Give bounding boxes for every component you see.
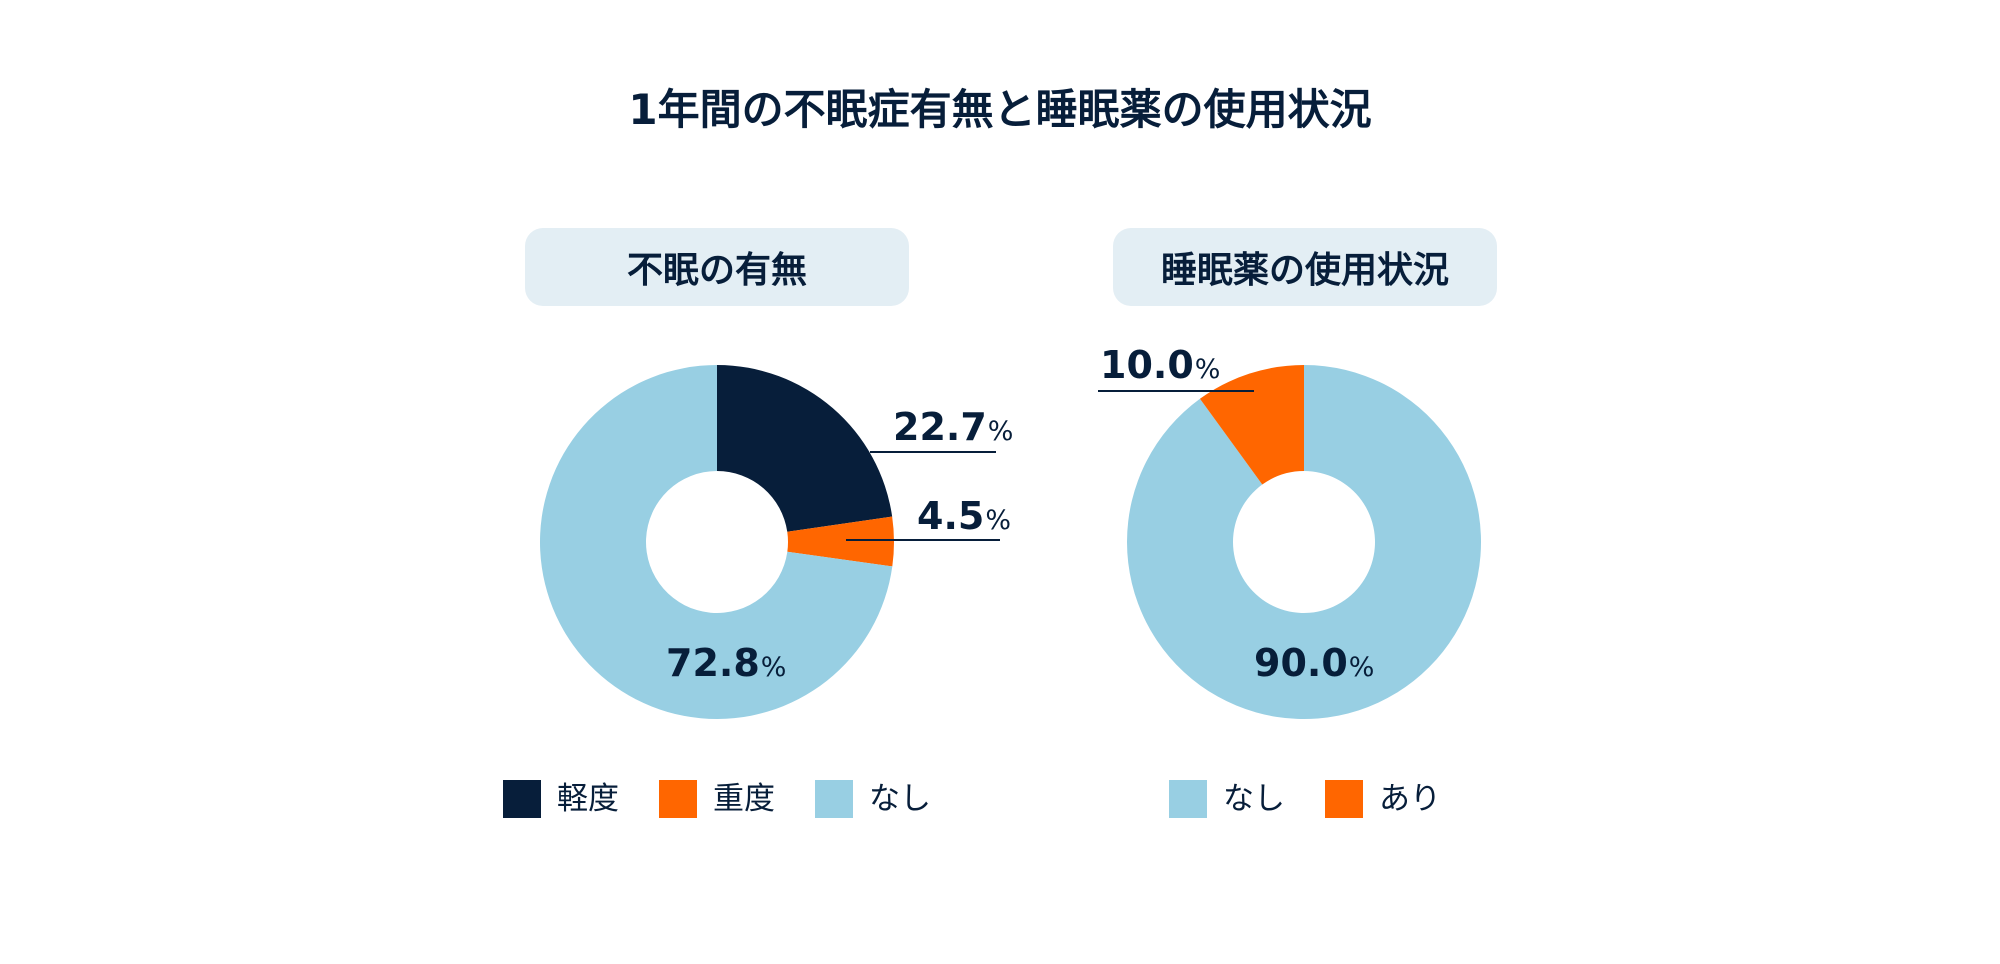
legend-sleeping-pills: なし あり <box>1169 780 1481 818</box>
swatch-lightblue-icon <box>1169 780 1207 818</box>
label-mild-pct: 22.7% <box>893 405 1014 449</box>
label-none-pct: 72.8% <box>666 641 787 685</box>
donut-insomnia <box>540 365 894 720</box>
leader-line-mild <box>870 451 996 453</box>
legend-item-mild: 軽度 <box>503 780 619 818</box>
swatch-orange-icon <box>659 780 697 818</box>
swatch-lightblue-icon <box>815 780 853 818</box>
swatch-navy-icon <box>503 780 541 818</box>
panel-header-insomnia: 不眠の有無 <box>525 228 909 306</box>
label-yes-pct: 10.0% <box>1100 343 1221 387</box>
donut-slice-1 <box>1199 365 1304 485</box>
donut-slice-0 <box>717 365 893 532</box>
chart-title: 1年間の不眠症有無と睡眠薬の使用状況 <box>628 85 1372 134</box>
legend-label: なし <box>1223 781 1285 817</box>
leader-line-severe <box>846 539 1000 541</box>
legend-item-no: なし <box>1169 780 1285 818</box>
donut-slice-2 <box>540 365 893 720</box>
donut-slice-1 <box>787 516 894 567</box>
legend-label: 重度 <box>713 781 775 817</box>
donut-slice-0 <box>1127 365 1482 719</box>
label-no-pct: 90.0% <box>1254 641 1375 685</box>
legend-item-none: なし <box>815 780 931 818</box>
legend-item-severe: 重度 <box>659 780 775 818</box>
legend-item-yes: あり <box>1325 780 1441 818</box>
panel-header-sleeping-pills: 睡眠薬の使用状況 <box>1113 228 1497 306</box>
swatch-orange-icon <box>1325 780 1363 818</box>
legend-label: あり <box>1379 781 1441 817</box>
label-severe-pct: 4.5% <box>917 494 1011 538</box>
legend-label: 軽度 <box>557 781 619 817</box>
leader-line-yes <box>1098 390 1254 392</box>
donut-sleeping-pills <box>1127 365 1482 719</box>
legend-label: なし <box>869 781 931 817</box>
legend-insomnia: 軽度 重度 なし <box>503 780 971 818</box>
